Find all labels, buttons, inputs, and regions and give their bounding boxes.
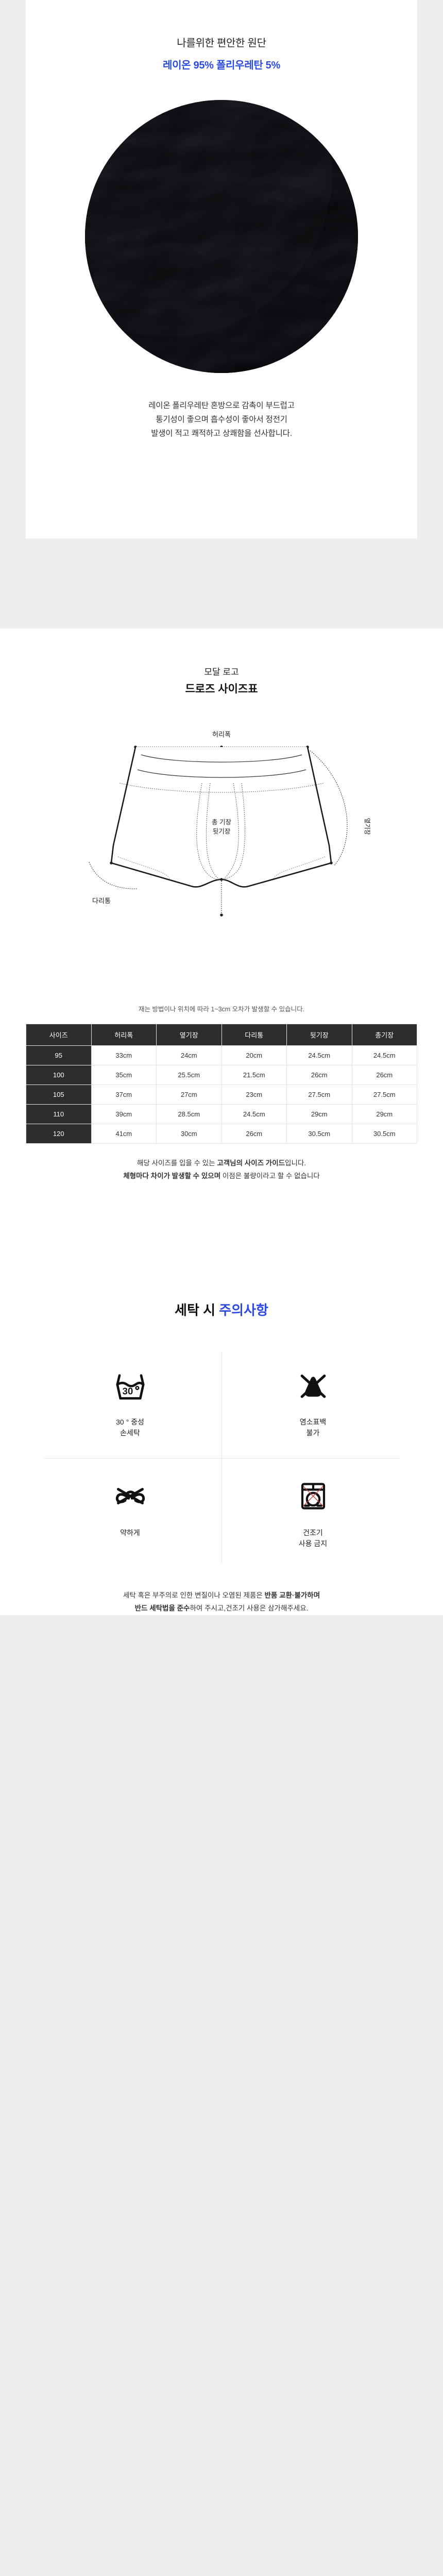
svg-text:옆기장: 옆기장 [364,818,371,835]
svg-text:허리폭: 허리폭 [212,731,231,738]
svg-text:뒷기장: 뒷기장 [213,828,231,835]
svg-text:다리통: 다리통 [92,897,111,905]
svg-text:총 기장: 총 기장 [212,819,231,826]
svg-text:30: 30 [122,1386,133,1397]
